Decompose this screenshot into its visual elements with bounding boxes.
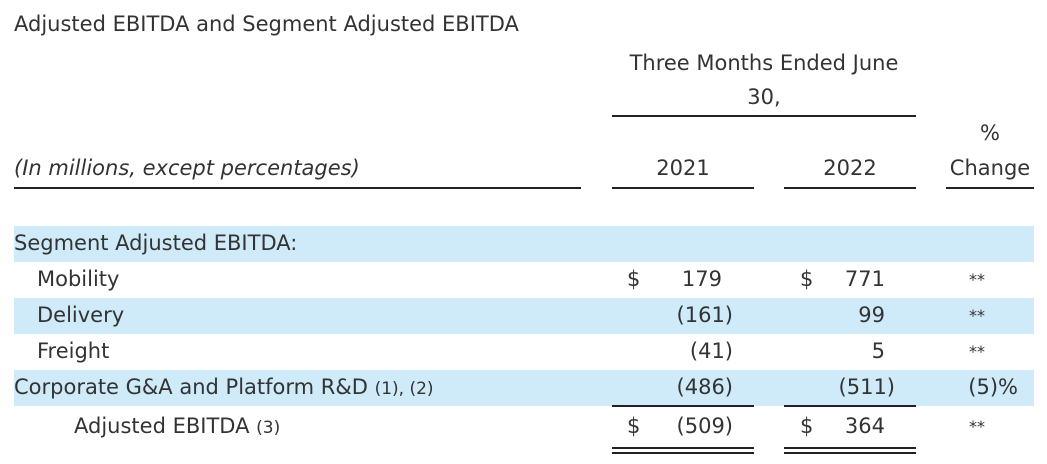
- row-band-corporate: [14, 370, 1034, 406]
- pct-change: **: [969, 417, 985, 436]
- value-2022: 99: [858, 303, 885, 327]
- value-2022: (511): [838, 375, 895, 399]
- row-band-section: [14, 226, 1034, 262]
- row-label: Delivery: [37, 303, 125, 327]
- row-label-wrap: Corporate G&A and Platform R&D (1), (2): [14, 375, 434, 399]
- column-rule-pct: [946, 187, 1034, 189]
- table-title: Adjusted EBITDA and Segment Adjusted EBI…: [14, 12, 519, 36]
- row-label: Adjusted EBITDA: [74, 414, 250, 438]
- row-band-delivery: [14, 298, 1034, 334]
- subtotal-rule-2022: [784, 405, 916, 407]
- total-double-rule-2022-bottom: [784, 452, 916, 454]
- column-header-2021: 2021: [656, 156, 710, 180]
- total-double-rule-2022-top: [784, 447, 916, 449]
- subtotal-rule-2021: [612, 405, 754, 407]
- period-header-rule: [612, 115, 916, 117]
- currency-symbol: $: [627, 414, 641, 438]
- value-2022: 5: [871, 339, 885, 363]
- total-double-rule-2021-bottom: [612, 452, 754, 454]
- column-rule-2021: [612, 187, 754, 189]
- value-2022: 364: [844, 414, 885, 438]
- pct-change: **: [969, 342, 985, 361]
- value-2021: (486): [676, 375, 733, 399]
- value-2021: (41): [689, 339, 733, 363]
- value-2021: 179: [681, 267, 722, 291]
- value-2022: 771: [844, 267, 885, 291]
- currency-symbol: $: [800, 267, 814, 291]
- value-2021: (509): [676, 414, 733, 438]
- column-header-pct-symbol: %: [980, 121, 1000, 145]
- column-header-2022: 2022: [823, 156, 877, 180]
- total-double-rule-2021-top: [612, 447, 754, 449]
- row-label: Freight: [37, 339, 110, 363]
- row-label: Corporate G&A and Platform R&D: [14, 375, 368, 399]
- pct-change: **: [969, 306, 985, 325]
- currency-symbol: $: [800, 414, 814, 438]
- pct-change: **: [969, 270, 985, 289]
- section-label: Segment Adjusted EBITDA:: [14, 231, 298, 255]
- row-label: Mobility: [37, 267, 120, 291]
- period-header: Three Months Ended June 30,: [629, 51, 899, 109]
- footnote-ref: (1), (2): [374, 379, 434, 399]
- value-2021: (161): [676, 303, 733, 327]
- units-rule: [14, 187, 581, 189]
- column-header-pct-change: Change: [949, 156, 1031, 180]
- pct-change: (5)%: [968, 375, 1018, 399]
- footnote-ref: (3): [256, 418, 281, 438]
- column-rule-2022: [784, 187, 916, 189]
- row-label-wrap: Adjusted EBITDA (3): [74, 414, 280, 438]
- currency-symbol: $: [627, 267, 641, 291]
- units-label: (In millions, except percentages): [14, 156, 360, 180]
